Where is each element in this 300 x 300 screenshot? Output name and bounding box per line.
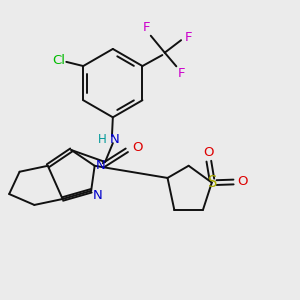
Text: Cl: Cl xyxy=(52,54,65,67)
Text: N: N xyxy=(110,133,119,146)
Text: H: H xyxy=(98,133,106,146)
Text: F: F xyxy=(178,67,185,80)
Text: O: O xyxy=(237,176,248,188)
Text: O: O xyxy=(203,146,214,159)
Text: N: N xyxy=(93,189,102,202)
Text: S: S xyxy=(208,175,218,190)
Text: N: N xyxy=(96,159,106,172)
Text: O: O xyxy=(132,141,143,154)
Text: F: F xyxy=(143,22,151,34)
Text: F: F xyxy=(185,31,192,44)
